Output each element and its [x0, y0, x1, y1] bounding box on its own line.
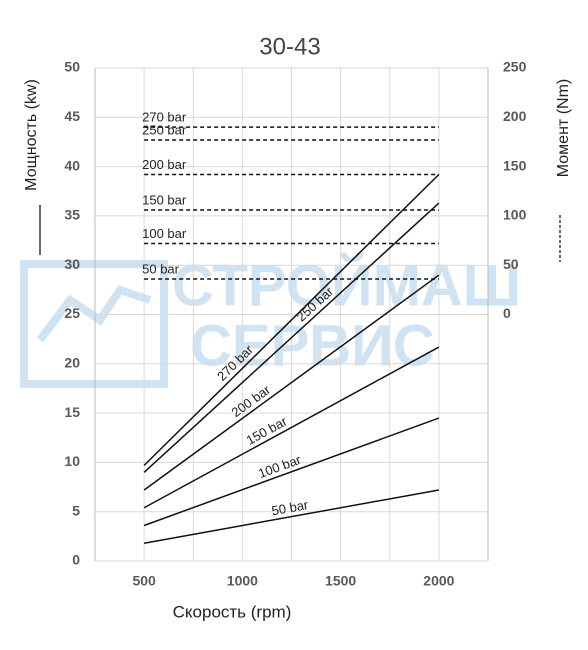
y-tick-label: 30 [64, 256, 80, 272]
x-tick-label: 500 [132, 573, 156, 589]
power-line [143, 489, 440, 544]
power-line [143, 202, 440, 473]
torque-label: 50 bar [142, 261, 180, 276]
y2-tick-label: 250 [503, 59, 527, 75]
watermark-text: СТРОЙМАШ [172, 253, 521, 318]
x-axis-label: Скорость (rpm) [173, 602, 292, 621]
x-tick-label: 1000 [227, 573, 258, 589]
power-line [143, 417, 440, 527]
power-line [143, 274, 440, 491]
y2-axis-label: Момент (Nm) [555, 79, 572, 177]
y2-tick-label: 150 [503, 157, 527, 173]
y2-tick-label: 100 [503, 207, 527, 223]
power-label: 50 bar [270, 497, 310, 518]
torque-label: 250 bar [142, 122, 187, 137]
torque-label: 100 bar [142, 226, 187, 241]
x-tick-label: 1500 [325, 573, 356, 589]
y-axis-label: Мощность (kw) [23, 79, 40, 191]
power-line [143, 173, 440, 466]
torque-label: 150 bar [142, 192, 187, 207]
y-tick-label: 25 [64, 305, 80, 321]
y-tick-label: 20 [64, 355, 80, 371]
y-tick-label: 45 [64, 108, 80, 124]
x-tick-label: 2000 [423, 573, 454, 589]
torque-label: 200 bar [142, 157, 187, 172]
power-line [143, 346, 440, 509]
watermark-logo [20, 260, 168, 388]
y2-tick-label: 200 [503, 108, 527, 124]
y-tick-label: 5 [72, 502, 80, 518]
y-tick-label: 35 [64, 207, 80, 223]
chart-title: 30-43 [259, 33, 320, 60]
power-label: 150 bar [244, 413, 290, 448]
torque-label: 270 bar [142, 110, 187, 125]
y-tick-label: 15 [64, 404, 80, 420]
y2-tick-label: 50 [503, 256, 519, 272]
y-tick-label: 40 [64, 157, 80, 173]
y-tick-label: 10 [64, 453, 80, 469]
y-tick-label: 50 [64, 59, 80, 75]
y2-tick-label: 0 [503, 305, 511, 321]
y-tick-label: 0 [72, 552, 80, 568]
